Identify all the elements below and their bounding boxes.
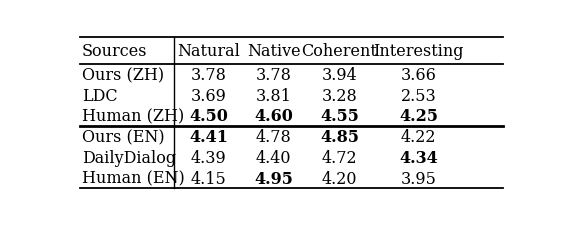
Text: 3.66: 3.66 [400, 67, 436, 84]
Text: Human (EN): Human (EN) [82, 170, 185, 187]
Text: Ours (EN): Ours (EN) [82, 128, 164, 146]
Text: 4.85: 4.85 [320, 128, 359, 146]
Text: 4.72: 4.72 [321, 149, 357, 166]
Text: 4.25: 4.25 [399, 108, 438, 125]
Text: DailyDialog: DailyDialog [82, 149, 176, 166]
Text: 4.15: 4.15 [191, 170, 227, 187]
Text: LDC: LDC [82, 87, 117, 104]
Text: 4.95: 4.95 [254, 170, 293, 187]
Text: Ours (ZH): Ours (ZH) [82, 67, 164, 84]
Text: 3.28: 3.28 [321, 87, 357, 104]
Text: 4.34: 4.34 [399, 149, 438, 166]
Text: 4.55: 4.55 [320, 108, 359, 125]
Text: 4.41: 4.41 [190, 128, 229, 146]
Text: Human (ZH): Human (ZH) [82, 108, 184, 125]
Text: 4.39: 4.39 [191, 149, 227, 166]
Text: 3.69: 3.69 [191, 87, 227, 104]
Text: 4.50: 4.50 [190, 108, 228, 125]
Text: 3.95: 3.95 [400, 170, 436, 187]
Text: 4.22: 4.22 [401, 128, 436, 146]
Text: 3.78: 3.78 [256, 67, 291, 84]
Text: 4.20: 4.20 [321, 170, 357, 187]
Text: 4.78: 4.78 [256, 128, 291, 146]
Text: 3.81: 3.81 [256, 87, 291, 104]
Text: Native: Native [247, 43, 301, 60]
Text: 3.78: 3.78 [191, 67, 227, 84]
Text: 4.60: 4.60 [254, 108, 293, 125]
Text: 3.94: 3.94 [321, 67, 357, 84]
Text: 2.53: 2.53 [401, 87, 436, 104]
Text: Interesting: Interesting [373, 43, 464, 60]
Text: 4.40: 4.40 [256, 149, 291, 166]
Text: Natural: Natural [178, 43, 241, 60]
Text: Sources: Sources [82, 43, 147, 60]
Text: Coherent: Coherent [302, 43, 378, 60]
